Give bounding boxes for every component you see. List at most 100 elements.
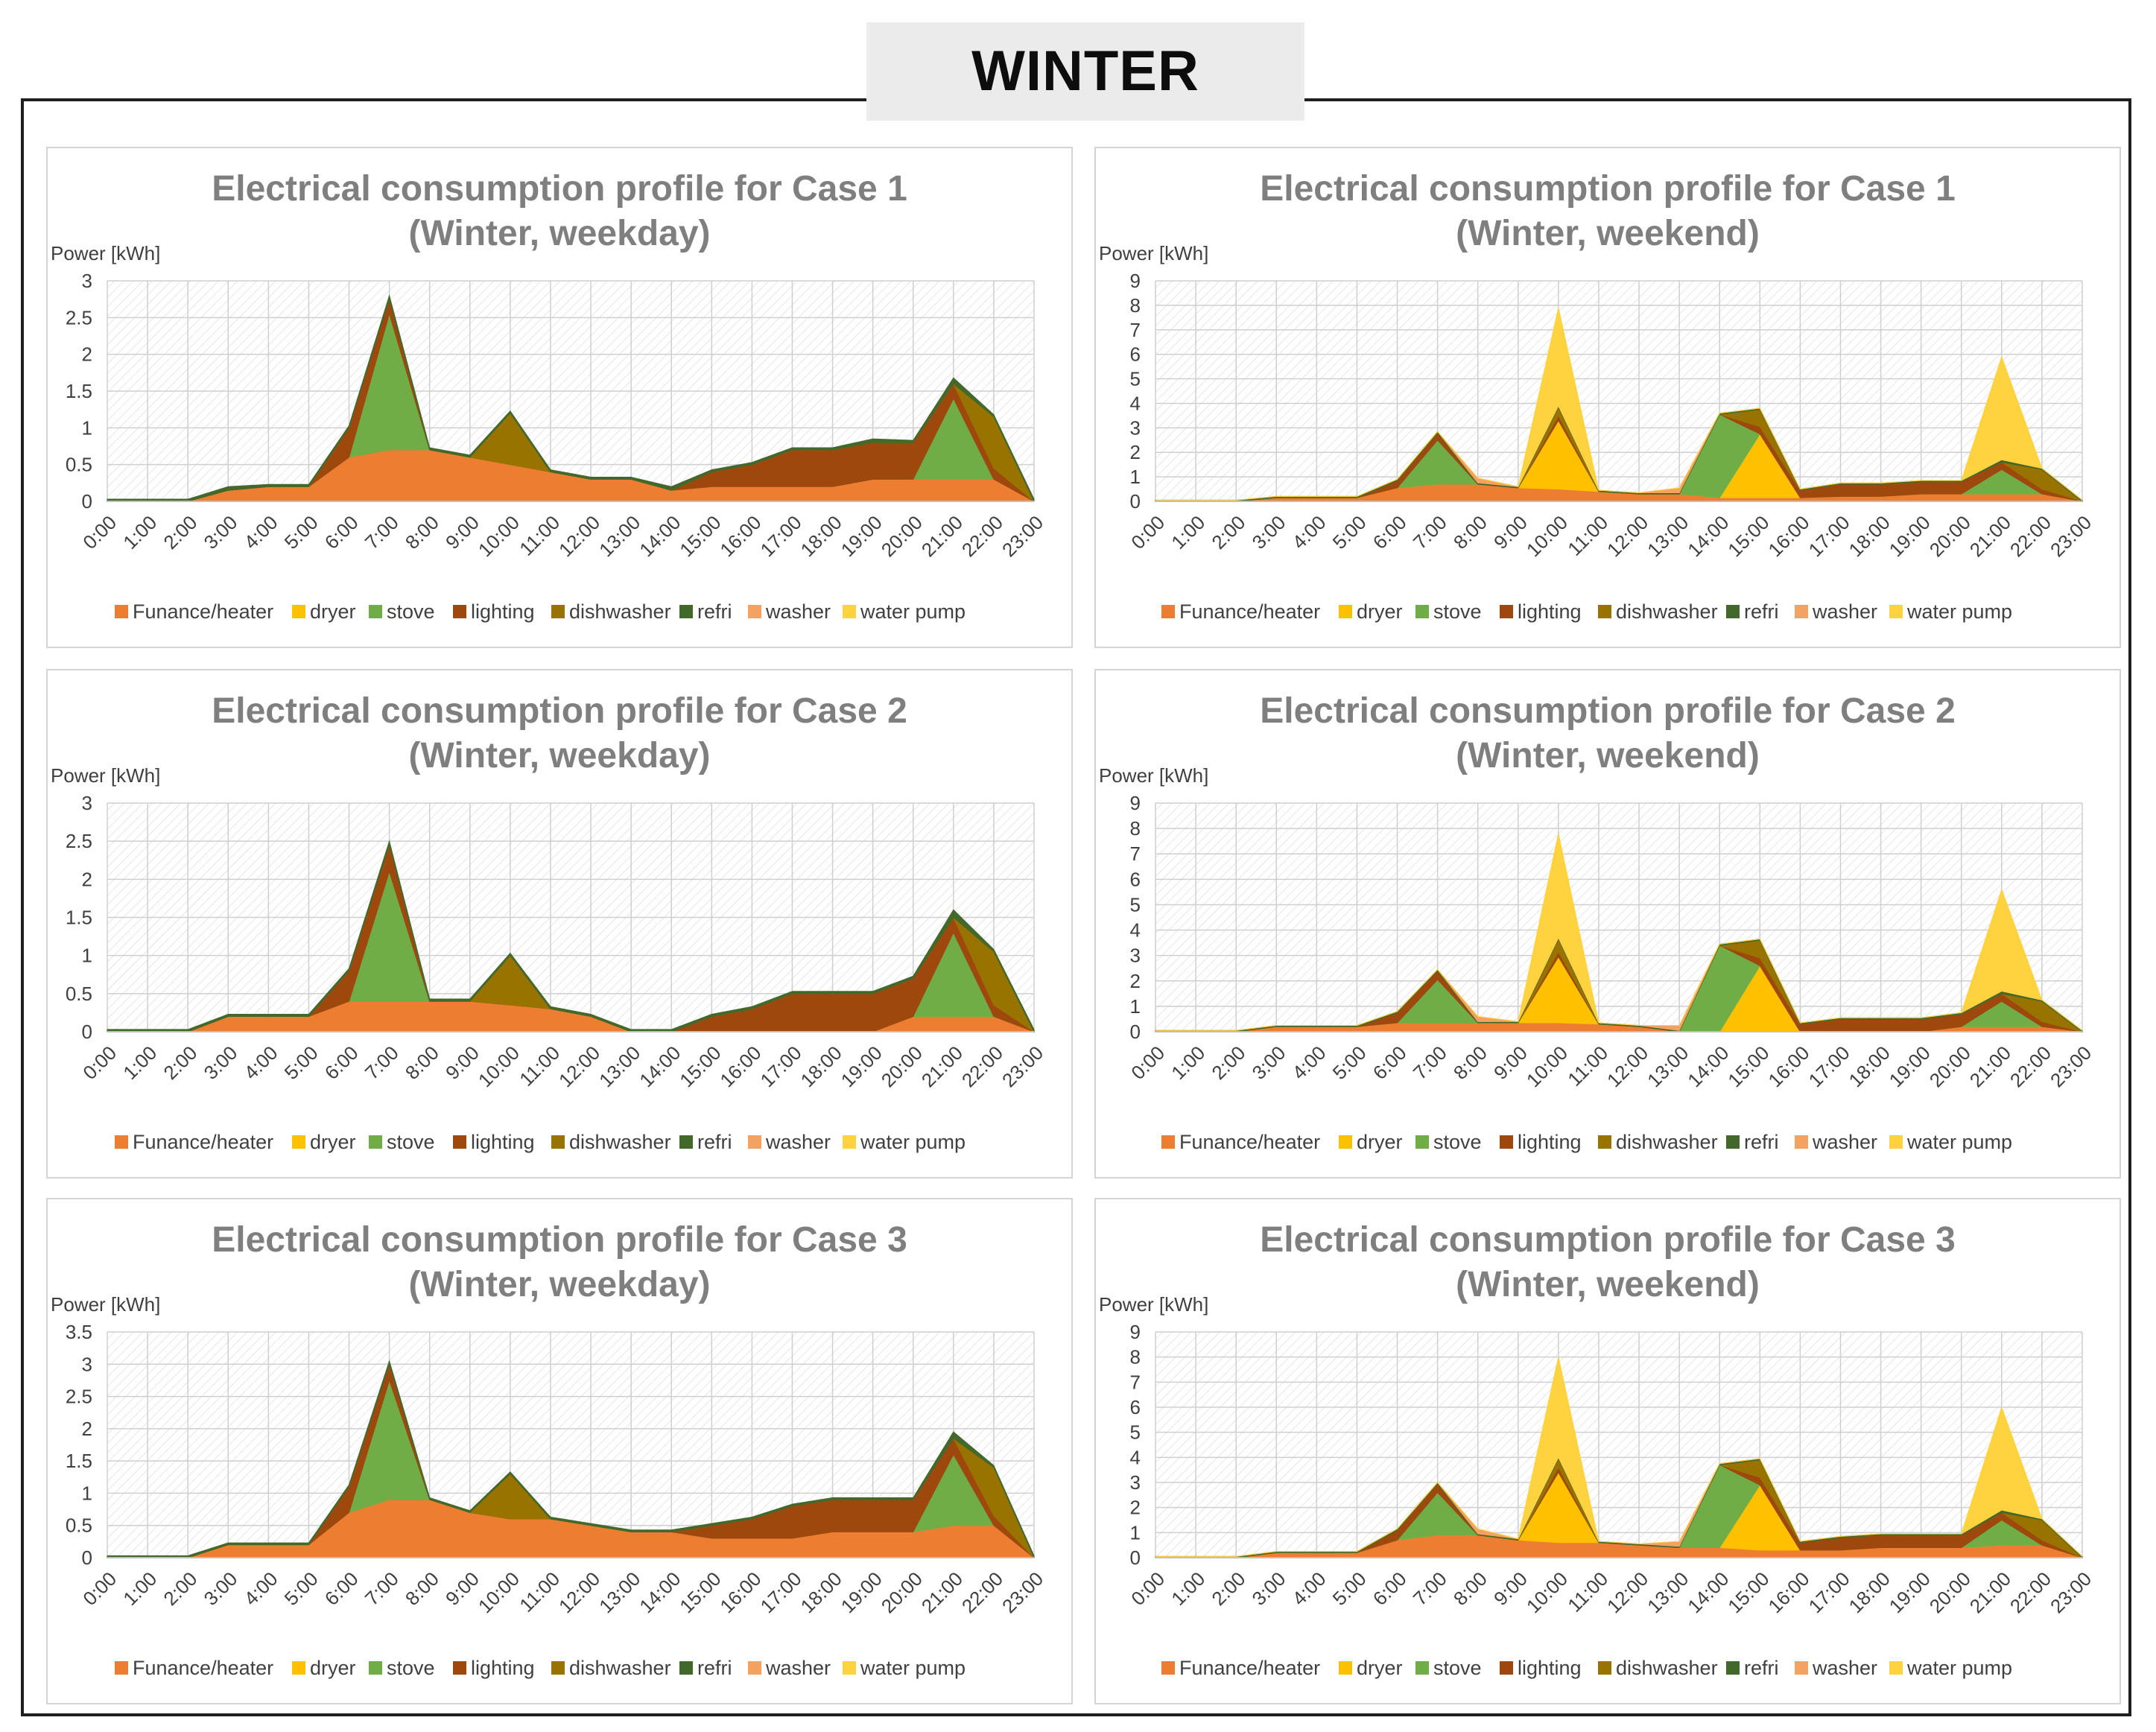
x-tick-label: 0:00	[1126, 511, 1169, 553]
x-tick-label: 11:00	[1563, 1041, 1612, 1091]
x-tick-label: 0:00	[78, 511, 121, 553]
x-tick-label: 15:00	[675, 1567, 725, 1617]
y-tick-label: 6	[1130, 868, 1141, 890]
x-tick-label: 3:00	[1248, 1567, 1290, 1610]
x-tick-label: 22:00	[957, 511, 1007, 561]
chart-title: Electrical consumption profile for Case …	[1260, 691, 1956, 731]
legend-swatch-refri	[1726, 605, 1740, 618]
legend-swatch-water-pump	[1889, 605, 1903, 618]
legend-label-stove: stove	[1433, 1657, 1482, 1679]
x-tick-label: 10:00	[1522, 511, 1572, 561]
chart-subtitle: (Winter, weekend)	[1456, 1265, 1760, 1304]
x-tick-label: 16:00	[1763, 1567, 1813, 1617]
x-tick-label: 23:00	[2046, 1041, 2096, 1091]
x-tick-label: 2:00	[1207, 1567, 1249, 1610]
legend-label-refri: refri	[697, 600, 732, 623]
legend-label-dishwasher: dishwasher	[1616, 1657, 1718, 1679]
legend-swatch-washer	[1795, 1661, 1808, 1675]
x-tick-label: 21:00	[1965, 511, 2015, 561]
y-tick-label: 0.5	[66, 983, 92, 1005]
x-tick-label: 17:00	[755, 511, 805, 561]
x-tick-label: 0:00	[78, 1567, 121, 1610]
y-tick-label: 4	[1130, 392, 1141, 414]
chart-panel-case1-weekend: Electrical consumption profile for Case …	[1094, 147, 2121, 648]
x-tick-label: 8:00	[401, 511, 443, 553]
x-tick-label: 22:00	[957, 1567, 1007, 1617]
legend-swatch-stove	[1415, 1135, 1429, 1149]
x-tick-label: 22:00	[2006, 1567, 2055, 1617]
x-tick-label: 8:00	[1449, 1041, 1491, 1084]
chart-svg: Electrical consumption profile for Case …	[1099, 1220, 2096, 1679]
legend-label-water-pump: water pump	[1906, 1131, 2012, 1153]
y-tick-label: 1	[1130, 1521, 1141, 1544]
x-tick-label: 2:00	[159, 1041, 201, 1084]
x-tick-label: 12:00	[1602, 1041, 1652, 1091]
x-tick-label: 13:00	[595, 1567, 644, 1617]
legend-swatch-water-pump	[1889, 1661, 1903, 1675]
y-axis-label: Power [kWh]	[1099, 764, 1208, 787]
x-tick-label: 16:00	[1763, 511, 1813, 561]
x-tick-label: 11:00	[1563, 1567, 1612, 1617]
legend-label-dryer: dryer	[1357, 1131, 1403, 1153]
x-tick-label: 22:00	[2006, 1041, 2055, 1091]
legend-label-dishwasher: dishwasher	[1616, 1131, 1718, 1153]
x-tick-label: 3:00	[200, 1567, 242, 1610]
plot-background	[1155, 803, 2082, 1032]
legend-label-dryer: dryer	[1357, 600, 1403, 623]
y-tick-label: 7	[1130, 1371, 1141, 1393]
x-tick-label: 1:00	[118, 511, 161, 553]
legend-label-lighting: lighting	[471, 1131, 535, 1153]
y-tick-label: 0	[82, 1547, 92, 1569]
x-tick-label: 1:00	[1167, 1041, 1209, 1084]
legend-label-refri: refri	[697, 1657, 732, 1679]
y-tick-label: 2	[82, 868, 92, 890]
y-tick-label: 1.5	[66, 380, 92, 402]
x-tick-label: 4:00	[240, 511, 282, 553]
x-tick-label: 1:00	[118, 1567, 161, 1610]
x-tick-label: 18:00	[1845, 1041, 1895, 1091]
chart-panel-case3-weekday: Electrical consumption profile for Case …	[46, 1198, 1073, 1704]
legend-label-refri: refri	[1744, 1657, 1779, 1679]
y-tick-label: 3	[1130, 416, 1141, 439]
y-tick-label: 0	[82, 1021, 92, 1043]
legend-swatch-lighting	[1500, 1135, 1513, 1149]
legend-label-stove: stove	[1433, 600, 1482, 623]
x-tick-label: 20:00	[1925, 1041, 1975, 1091]
y-tick-label: 7	[1130, 319, 1141, 341]
chart-title: Electrical consumption profile for Case …	[212, 169, 907, 209]
legend-swatch-water-pump	[843, 1661, 856, 1675]
x-tick-label: 6:00	[320, 1567, 363, 1610]
legend-swatch-stove	[369, 1661, 382, 1675]
x-tick-label: 8:00	[401, 1567, 443, 1610]
legend-swatch-dryer	[292, 1135, 305, 1149]
y-tick-label: 2	[82, 343, 92, 366]
y-tick-label: 6	[1130, 343, 1141, 366]
x-tick-label: 12:00	[554, 1041, 604, 1091]
y-axis-label: Power [kWh]	[51, 242, 160, 264]
chart-svg: Electrical consumption profile for Case …	[51, 169, 1047, 623]
x-tick-label: 5:00	[1328, 511, 1371, 553]
y-tick-label: 0	[82, 490, 92, 513]
x-tick-label: 13:00	[1643, 1041, 1693, 1091]
x-tick-label: 23:00	[998, 1567, 1047, 1617]
x-tick-label: 6:00	[320, 511, 363, 553]
x-tick-label: 18:00	[1845, 1567, 1895, 1617]
x-tick-label: 18:00	[796, 511, 846, 561]
x-tick-label: 8:00	[1449, 511, 1491, 553]
legend-swatch-stove	[369, 605, 382, 618]
legend-swatch-dryer	[292, 1661, 305, 1675]
chart-svg: Electrical consumption profile for Case …	[51, 1220, 1047, 1679]
x-tick-label: 23:00	[998, 511, 1047, 561]
x-tick-label: 7:00	[361, 511, 403, 553]
chart-subtitle: (Winter, weekday)	[408, 1265, 710, 1304]
x-tick-label: 12:00	[1602, 511, 1652, 561]
x-tick-label: 6:00	[1369, 511, 1411, 553]
legend-label-funance-heater: Funance/heater	[133, 1131, 273, 1153]
x-tick-label: 6:00	[320, 1041, 363, 1084]
x-tick-label: 23:00	[2046, 1567, 2096, 1617]
x-tick-label: 13:00	[595, 511, 644, 561]
legend-label-funance-heater: Funance/heater	[1179, 1131, 1320, 1153]
legend-label-stove: stove	[387, 1131, 435, 1153]
legend-swatch-washer	[1795, 1135, 1808, 1149]
legend-label-funance-heater: Funance/heater	[1179, 600, 1320, 623]
